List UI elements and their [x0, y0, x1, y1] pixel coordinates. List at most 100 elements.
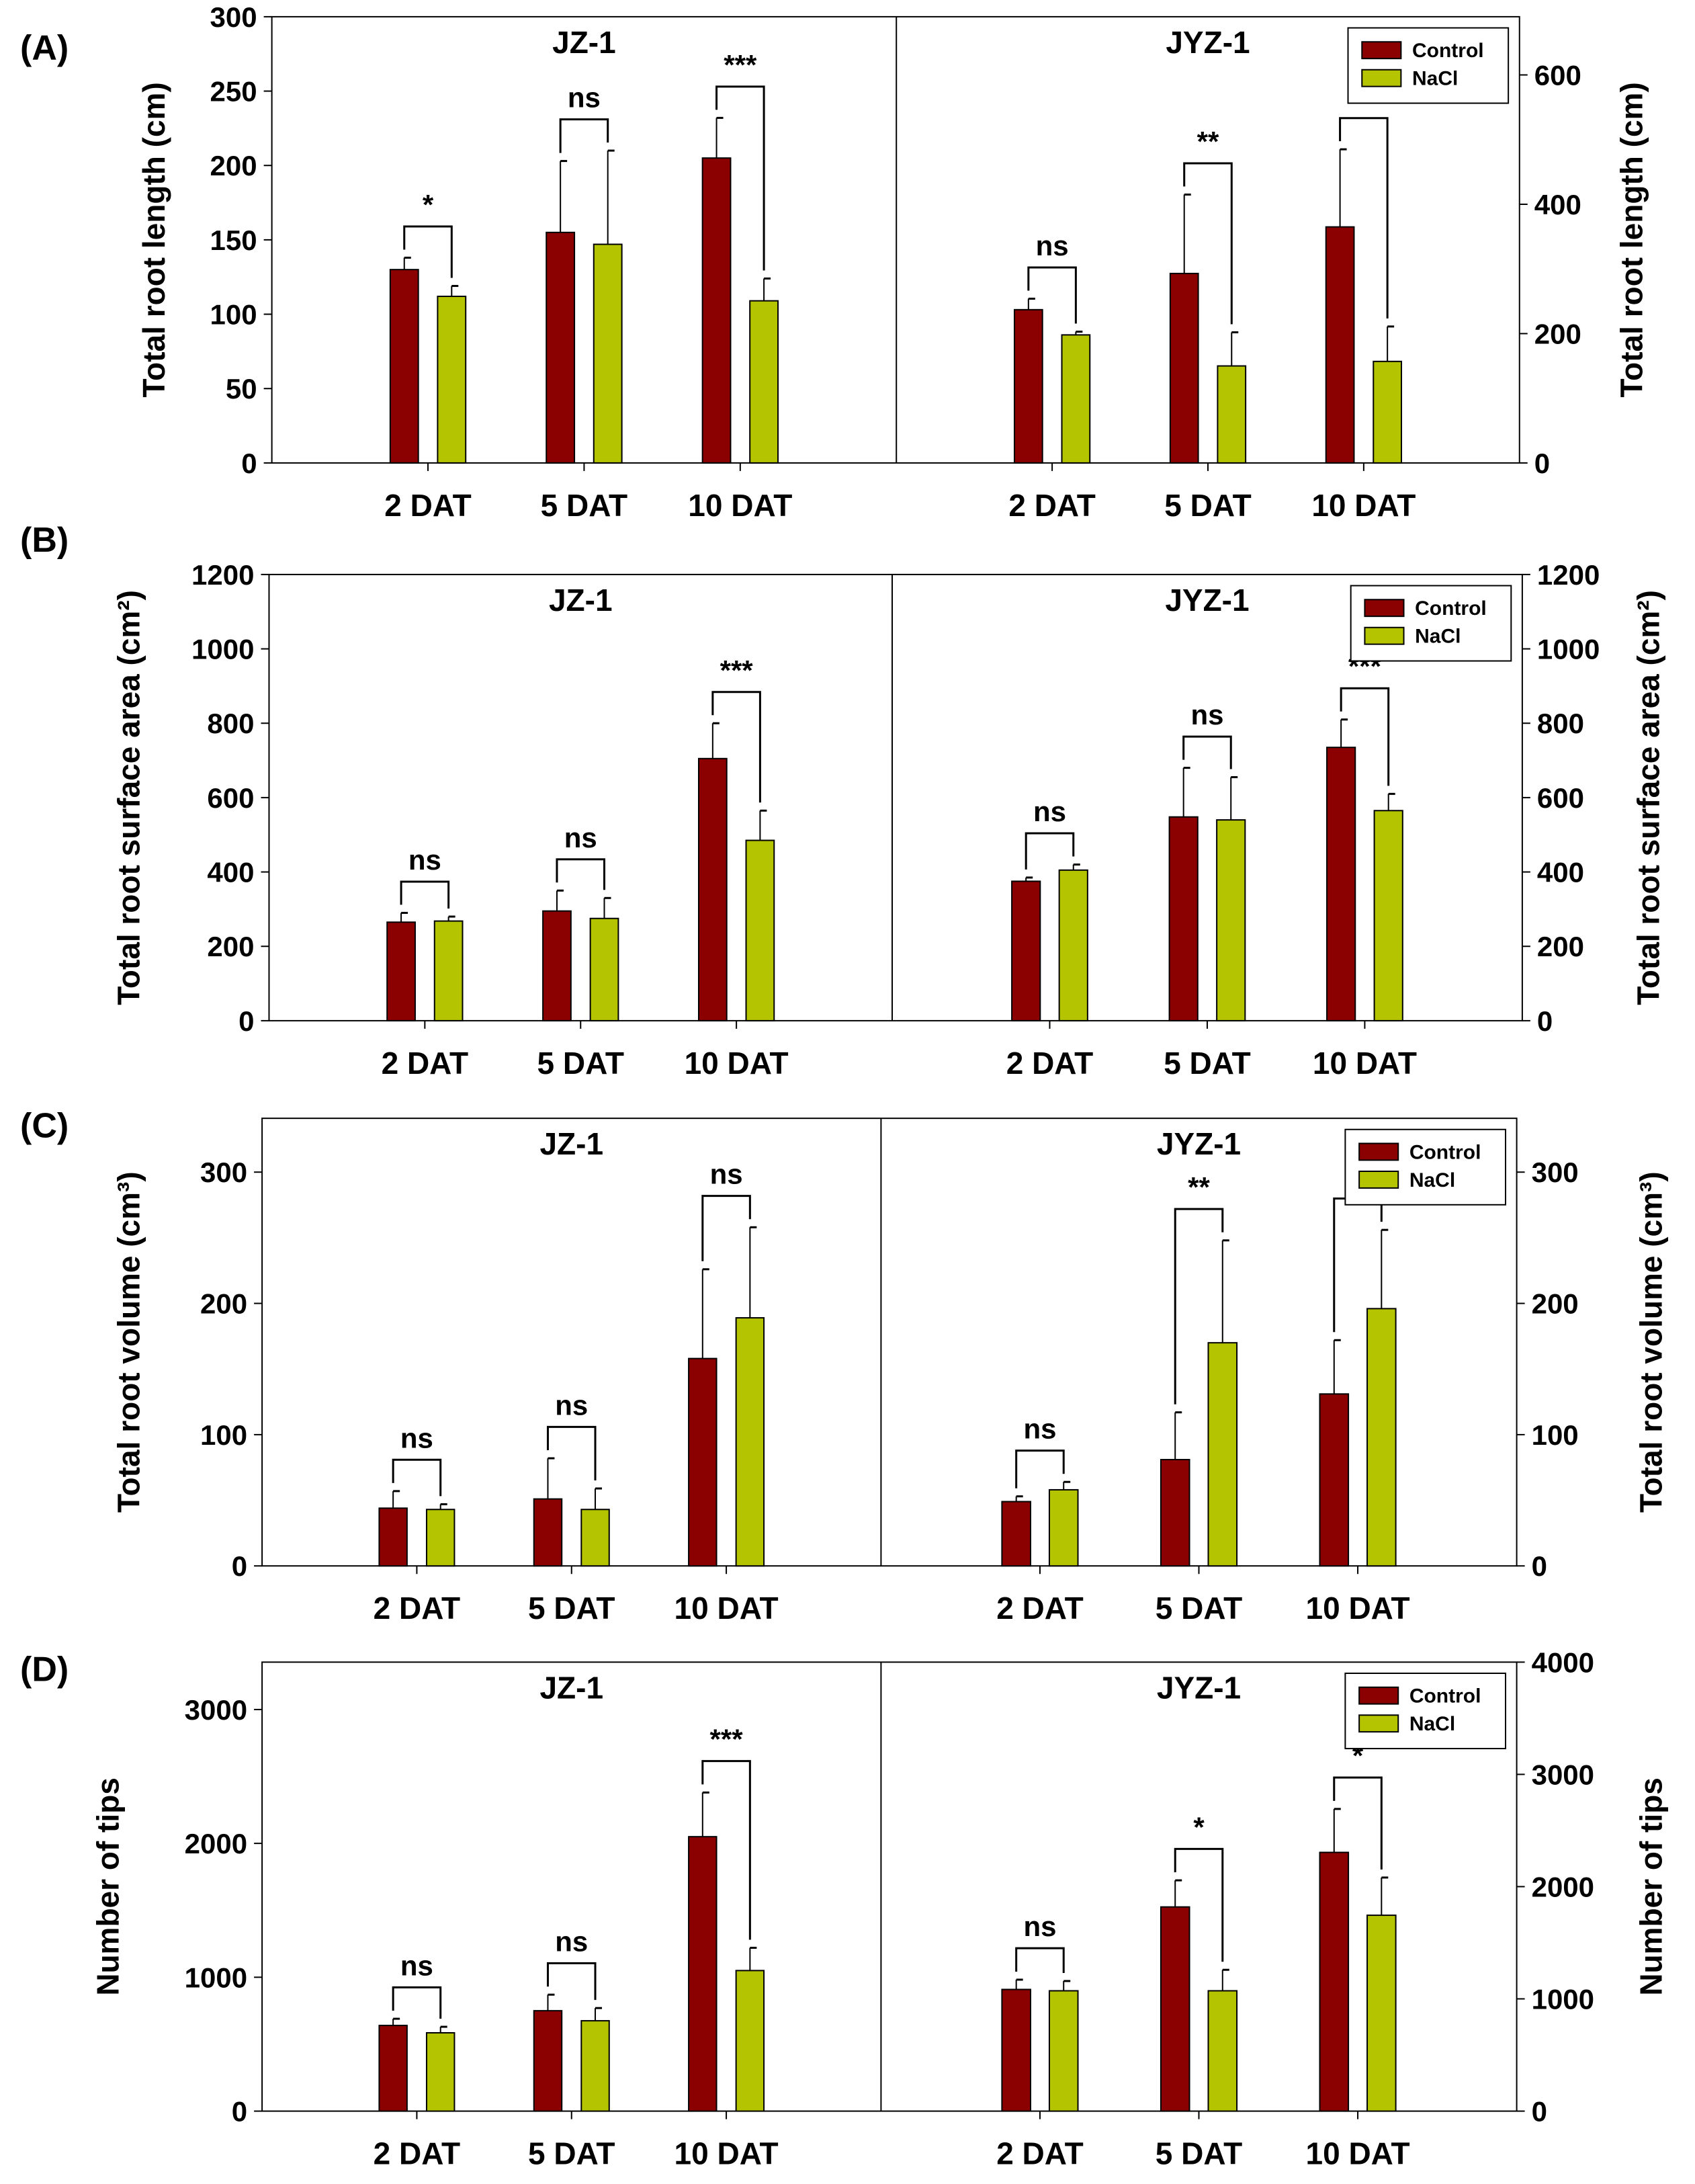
significance-bracket: [1015, 1450, 1065, 1488]
y-tick-label: 800: [1537, 708, 1584, 739]
bar-control: [1011, 880, 1041, 1021]
legend-swatch-nacl: [1361, 69, 1402, 87]
y-tick-label: 100: [200, 1419, 247, 1451]
panel-d: (D) Number of tips Number of tips JZ-1 0 1000…: [20, 1646, 1668, 2171]
significance-label: *: [1193, 1811, 1205, 1843]
y-tick-label: 2000: [185, 1828, 247, 1859]
significance-label: ns: [1023, 1910, 1056, 1942]
y-axis-title-right: Total root length (cm): [1614, 82, 1649, 397]
x-tick-label: 2 DAT: [374, 1591, 461, 1626]
bar-control: [1169, 272, 1199, 464]
y-tick-label: 1200: [191, 559, 254, 591]
x-tick-label: 10 DAT: [675, 1591, 779, 1626]
bar-control: [697, 757, 728, 1021]
bar-nacl: [1061, 334, 1091, 464]
significance-label: ns: [564, 822, 597, 853]
y-tick-label: 300: [200, 1157, 247, 1188]
bar-nacl: [1048, 1990, 1079, 2112]
y-tick-label: 300: [210, 1, 257, 33]
bar-nacl: [735, 1970, 765, 2112]
bar-nacl: [437, 296, 467, 464]
x-tick-label: 10 DAT: [1313, 1046, 1417, 1081]
y-tick-label: 200: [207, 931, 254, 962]
significance-label: ns: [408, 844, 441, 876]
significance-bracket: [403, 225, 453, 278]
legend-box: [1350, 585, 1512, 662]
bar-control: [389, 269, 419, 464]
legend-label: Control: [1412, 40, 1484, 62]
significance-bracket: [1182, 735, 1232, 769]
x-tick-label: 2 DAT: [374, 2136, 461, 2171]
bar-nacl: [1048, 1488, 1079, 1567]
legend-swatch-control: [1358, 1142, 1399, 1161]
y-tick-label: 2000: [1532, 1871, 1594, 1902]
legend-swatch-nacl: [1358, 1714, 1399, 1733]
bar-control: [546, 231, 576, 464]
legend-label: NaCl: [1415, 626, 1461, 648]
bar-control: [533, 2010, 563, 2112]
significance-bracket: [1174, 1208, 1224, 1404]
bar-nacl: [1207, 1342, 1238, 1567]
bar-control: [688, 1357, 718, 1567]
y-axis-title-left: Total root length (cm): [136, 82, 171, 397]
legend-label: Control: [1409, 1685, 1481, 1708]
plot-frame: [261, 1118, 1518, 1567]
legend: Control NaCl: [1344, 1128, 1506, 1206]
y-tick-label: 1000: [1537, 634, 1600, 665]
y-axis-title-right: Total root volume (cm³): [1633, 1171, 1668, 1513]
significance-label: ns: [555, 1389, 588, 1421]
x-tick-label: 5 DAT: [541, 488, 628, 523]
y-tick-label: 300: [1532, 1157, 1579, 1188]
significance-bracket: [701, 1760, 751, 1940]
bar-nacl: [425, 2032, 455, 2112]
y-tick-label: 0: [232, 1550, 247, 1582]
x-tick-label: 10 DAT: [1311, 488, 1416, 523]
panel-label: (D): [20, 1650, 69, 1689]
bar-control: [1013, 308, 1043, 464]
legend-label: NaCl: [1409, 1169, 1455, 1191]
significance-bracket: [1339, 117, 1389, 319]
significance-bracket: [1333, 1776, 1383, 1870]
legend-swatch-control: [1364, 599, 1405, 618]
bar-control: [1160, 1906, 1190, 2112]
significance-label: ***: [724, 49, 757, 81]
y-tick-label: 200: [1537, 931, 1584, 962]
bar-control: [1001, 1988, 1031, 2112]
y-tick-label: 0: [1537, 1005, 1553, 1037]
panel-a: (A) Total root length (cm) Total root leng…: [20, 1, 1649, 523]
x-tick-label: 2 DAT: [996, 1591, 1084, 1626]
panel-label: (A): [20, 28, 69, 67]
y-tick-label: 200: [1534, 318, 1581, 349]
y-tick-label: 0: [238, 1005, 254, 1037]
subplot-jyz-1: JYZ-1 0 1000 2000 3000 4000 2 DAT ns 5 DAT * 10 DA…: [996, 1646, 1594, 2171]
legend: Control NaCl: [1350, 585, 1512, 662]
subplot-title: JYZ-1: [1165, 583, 1249, 618]
significance-bracket: [711, 691, 761, 803]
y-tick-label: 0: [1532, 2096, 1547, 2128]
x-tick-label: 5 DAT: [528, 1591, 615, 1626]
significance-bracket: [400, 880, 450, 909]
bar-nacl: [425, 1509, 455, 1567]
significance-label: ns: [400, 1949, 433, 1981]
x-tick-label: 5 DAT: [1156, 2136, 1243, 2171]
y-tick-label: 400: [1534, 189, 1581, 220]
y-axis-title-right: Total root surface area (cm²): [1631, 590, 1665, 1005]
significance-label: ns: [400, 1422, 433, 1454]
significance-label: ns: [1036, 230, 1069, 261]
significance-label: ns: [1033, 796, 1066, 827]
bar-nacl: [1217, 365, 1247, 464]
legend-swatch-nacl: [1364, 626, 1405, 645]
significance-bracket: [1027, 266, 1077, 324]
y-tick-label: 3000: [1532, 1759, 1594, 1790]
bar-nacl: [433, 920, 464, 1021]
panel-label: (C): [20, 1106, 69, 1145]
subplot-title: JYZ-1: [1157, 1670, 1241, 1705]
significance-bracket: [1025, 832, 1075, 870]
bar-nacl: [1366, 1915, 1397, 2112]
y-axis-title-left: Total root volume (cm³): [112, 1171, 146, 1513]
x-tick-label: 10 DAT: [675, 2136, 779, 2171]
y-tick-label: 100: [210, 299, 257, 331]
panel-c: (C) Total root volume (cm³) Total root vol…: [20, 1106, 1668, 1626]
significance-label: ***: [720, 655, 754, 686]
